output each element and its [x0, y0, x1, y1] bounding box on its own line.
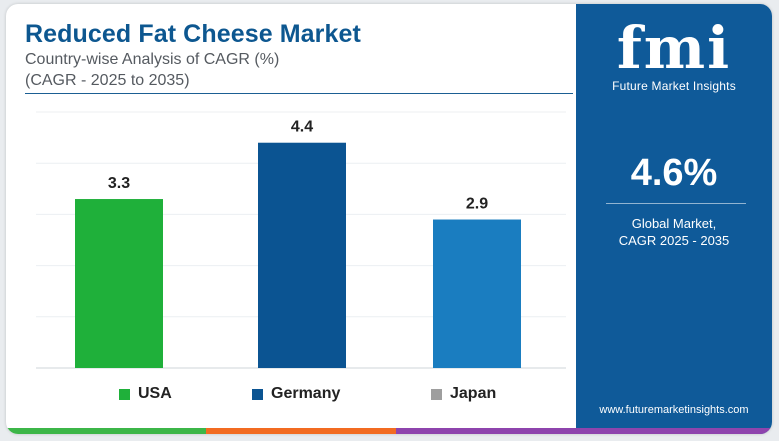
strip-segment [6, 428, 206, 434]
global-cagr-label-line1: Global Market, [631, 216, 717, 231]
fmi-logo-icon: fmi [617, 18, 731, 80]
infographic-card: Reduced Fat Cheese Market Country-wise A… [6, 4, 772, 434]
bottom-color-strip [6, 428, 772, 434]
legend-label: Germany [271, 385, 341, 402]
chart-legend: USA Germany Japan [6, 385, 576, 409]
bar-usa [75, 199, 163, 368]
logo-letters: fmi [617, 18, 731, 80]
global-cagr-label: Global Market, CAGR 2025 - 2035 [576, 215, 772, 249]
bar-value-label-usa: 3.3 [108, 175, 130, 192]
legend-swatch [431, 388, 442, 400]
header-divider [25, 93, 573, 94]
legend-item-usa: USA [119, 385, 172, 403]
bar-chart: 3.3 4.4 2.9 [36, 111, 566, 369]
bar-value-label-japan: 2.9 [466, 196, 488, 213]
strip-segment [206, 428, 396, 434]
stat-divider [606, 203, 746, 204]
legend-swatch [119, 388, 130, 400]
legend-label: USA [138, 385, 172, 402]
global-cagr-label-line2: CAGR 2025 - 2035 [618, 233, 730, 248]
legend-item-germany: Germany [252, 385, 340, 403]
summary-panel: fmi Future Market Insights 4.6% Global M… [576, 4, 772, 434]
bar-value-label-germany: 4.4 [291, 119, 313, 136]
chart-title: Reduced Fat Cheese Market [25, 20, 361, 48]
chart-subtitle: Country-wise Analysis of CAGR (%) [25, 51, 280, 68]
bar-germany [258, 142, 346, 368]
strip-segment [396, 428, 772, 434]
legend-item-japan: Japan [431, 385, 496, 403]
global-cagr-value: 4.6% [630, 152, 718, 194]
chart-period: (CAGR - 2025 to 2035) [25, 72, 190, 89]
logo-name: Future Market Insights [612, 79, 736, 93]
legend-swatch [252, 388, 263, 400]
legend-label: Japan [450, 385, 497, 402]
website-link[interactable]: www.futuremarketinsights.com [599, 404, 749, 416]
bar-japan [433, 219, 521, 368]
